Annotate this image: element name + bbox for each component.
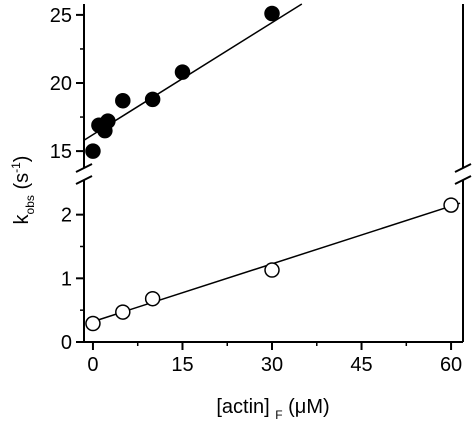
open-data-point xyxy=(443,197,459,213)
axis-break-mark xyxy=(454,163,472,173)
filled-data-point xyxy=(264,5,280,22)
x-tick-label: 45 xyxy=(350,354,372,376)
y-axis-label: kobs (s-1) xyxy=(9,156,37,225)
y-tick-label: 0 xyxy=(61,332,72,354)
axis-break-mark xyxy=(454,175,472,185)
y-tick-label: 25 xyxy=(50,5,72,27)
filled-data-point xyxy=(100,113,116,129)
x-tick-label: 60 xyxy=(440,354,462,376)
filled-data-point xyxy=(144,91,161,108)
filled-data-point xyxy=(174,64,191,80)
filled-data-point xyxy=(85,143,101,159)
x-tick-label: 30 xyxy=(261,354,283,376)
y-tick-label: 15 xyxy=(50,141,72,163)
axis-break-mark xyxy=(75,163,93,173)
axis-break-mark xyxy=(75,175,93,185)
filled-data-point xyxy=(115,92,131,109)
open-data-point xyxy=(144,290,161,307)
fit-line xyxy=(83,3,303,141)
open-data-point xyxy=(264,262,280,278)
x-axis-label: [actin] F (μM) xyxy=(216,396,329,422)
y-tick-label: 20 xyxy=(50,73,72,95)
x-tick-label: 0 xyxy=(87,354,98,376)
y-tick-label: 2 xyxy=(61,205,72,227)
open-data-point xyxy=(115,304,131,320)
y-tick-label: 1 xyxy=(61,268,72,290)
x-tick-label: 15 xyxy=(171,354,193,376)
open-data-point xyxy=(85,315,101,332)
